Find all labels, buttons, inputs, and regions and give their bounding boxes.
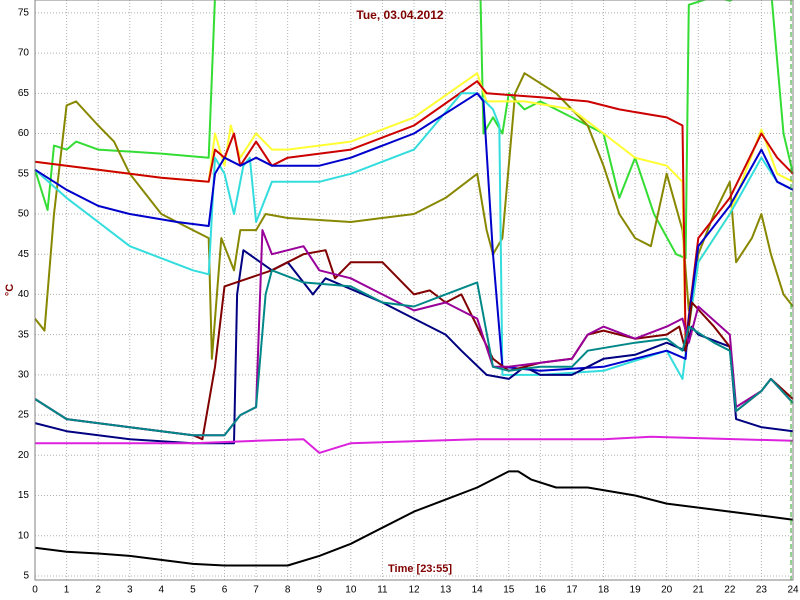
y-tick-label: 20 <box>18 450 30 461</box>
y-tick-label: 5 <box>23 571 29 582</box>
x-tick-label: 11 <box>377 585 388 596</box>
y-tick-label: 15 <box>18 490 30 501</box>
x-tick-label: 16 <box>535 585 547 596</box>
series-line <box>34 92 794 372</box>
x-tick-label: 8 <box>285 585 291 596</box>
series-line <box>34 269 794 437</box>
y-tick-label: 70 <box>18 48 30 59</box>
lines <box>34 0 794 567</box>
x-tick-label: 18 <box>598 585 610 596</box>
y-tick-label: 50 <box>18 209 30 220</box>
y-axis-label: °C <box>4 284 16 296</box>
x-axis-label: Time [23:55] <box>388 563 452 575</box>
y-tick-label: 25 <box>18 410 30 421</box>
x-tick-label: 21 <box>693 585 705 596</box>
y-tick-label: 35 <box>18 329 30 340</box>
series-line <box>34 470 794 567</box>
y-tick-label: 30 <box>18 370 30 381</box>
y-tick-label: 75 <box>18 8 30 19</box>
x-tick-label: 23 <box>756 585 768 596</box>
x-tick-label: 22 <box>724 585 736 596</box>
x-tick-label: 1 <box>64 585 70 596</box>
series-line <box>34 0 794 260</box>
x-tick-label: 13 <box>440 585 452 596</box>
plot-frame <box>34 0 794 581</box>
x-tick-label: 3 <box>127 585 133 596</box>
series-line <box>35 435 794 454</box>
series-line <box>34 249 794 441</box>
y-tick-label: 55 <box>18 168 30 179</box>
x-tick-label: 12 <box>408 585 420 596</box>
chart-title: Tue, 03.04.2012 <box>356 8 443 22</box>
series-line <box>34 72 794 360</box>
x-tick-label: 14 <box>472 585 484 596</box>
x-tick-label: 19 <box>630 585 642 596</box>
x-tick-label: 7 <box>253 585 259 596</box>
y-tick-label: 10 <box>18 530 30 541</box>
x-tick-label: 24 <box>787 585 799 596</box>
x-tick-label: 2 <box>95 585 101 596</box>
y-tick-label: 60 <box>18 128 30 139</box>
x-tick-label: 17 <box>566 585 578 596</box>
x-tick-label: 0 <box>32 585 38 596</box>
x-tick-label: 10 <box>345 585 357 596</box>
x-tick-label: 5 <box>190 585 196 596</box>
y-tick-label: 40 <box>18 289 30 300</box>
x-tick-label: 9 <box>316 585 322 596</box>
y-tick-label: 65 <box>18 88 30 99</box>
x-tick-label: 15 <box>503 585 515 596</box>
y-tick-label: 45 <box>18 249 30 260</box>
x-tick-label: 20 <box>661 585 673 596</box>
x-tick-label: 4 <box>159 585 165 596</box>
x-tick-label: 6 <box>222 585 228 596</box>
